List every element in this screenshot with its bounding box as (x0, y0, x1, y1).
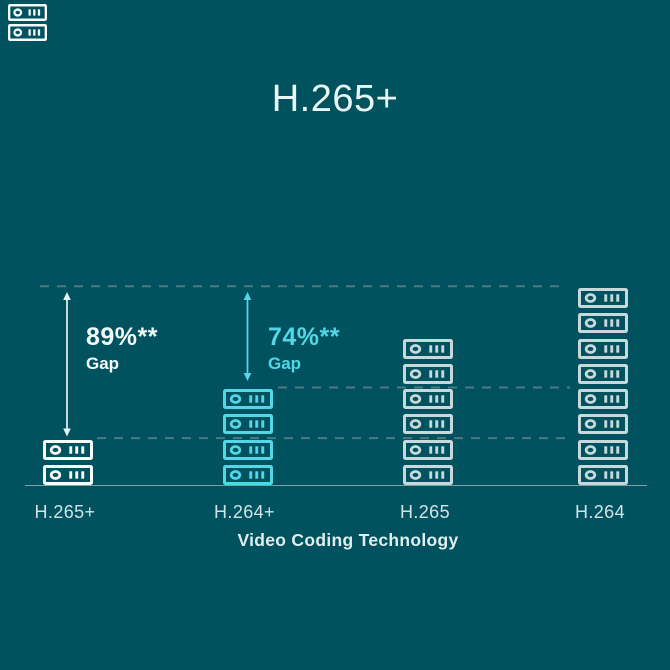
gap-word: Gap (268, 354, 302, 374)
gap-arrow (243, 292, 252, 381)
server-unit-icon (578, 389, 628, 410)
server-unit-icon (43, 465, 93, 485)
server-unit-icon (578, 465, 628, 485)
server-unit-icon (578, 313, 628, 334)
server-unit-icon (403, 414, 453, 435)
gap-annotation: 74%** Gap (268, 324, 340, 373)
server-unit-icon (222, 465, 273, 485)
server-unit-icon (578, 287, 628, 308)
gap-arrow (63, 292, 71, 437)
server-stack-logo-icon (8, 4, 47, 42)
x-axis-label: H.265+ (34, 502, 96, 522)
x-axis-label: H.264+ (214, 502, 275, 522)
server-unit-icon (403, 338, 453, 359)
page-title: H.265+ (271, 78, 399, 120)
server-unit-icon (403, 465, 453, 485)
server-unit-icon (222, 439, 273, 460)
server-unit-icon (222, 389, 273, 410)
server-unit-icon (403, 389, 453, 410)
server-unit-icon (578, 439, 628, 460)
server-unit-icon (222, 414, 273, 435)
server-unit-icon (403, 363, 453, 384)
gap-percentage: 89%** (86, 323, 158, 351)
x-axis-label: H.264 (574, 502, 626, 522)
server-unit-icon (578, 414, 628, 435)
gap-word: Gap (86, 354, 120, 374)
gap-percentage: 74%** (268, 323, 340, 351)
server-unit-icon (578, 363, 628, 384)
gap-annotation: 89%** Gap (86, 324, 158, 373)
server-unit-icon (43, 439, 93, 460)
x-axis-title: Video Coding Technology (237, 530, 459, 550)
server-unit-icon (578, 338, 628, 359)
x-axis-label: H.265 (399, 502, 451, 522)
server-unit-icon (403, 439, 453, 460)
